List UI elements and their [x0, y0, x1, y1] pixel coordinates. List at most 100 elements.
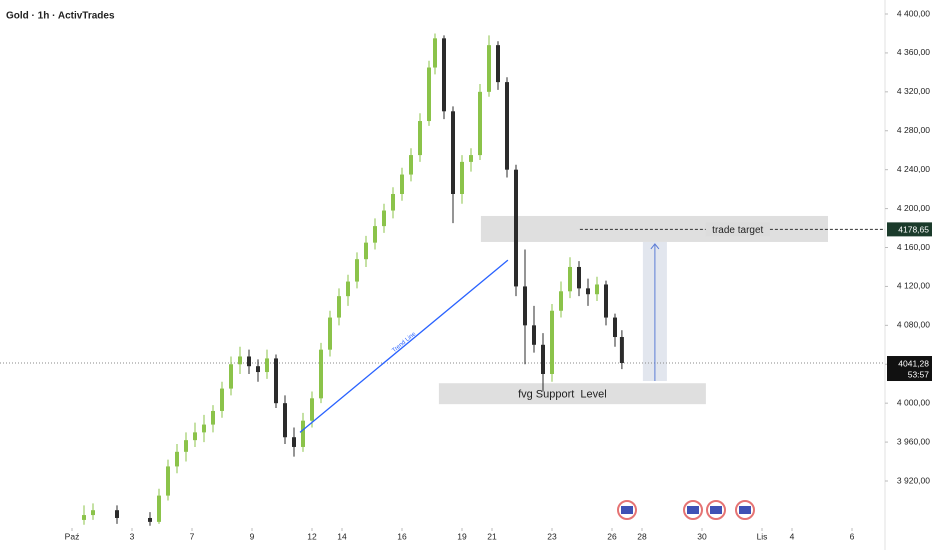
- x-tick-label: 9: [250, 531, 255, 541]
- target-price-tag: [887, 222, 932, 237]
- x-tick-label: 16: [397, 531, 407, 541]
- candle-body: [373, 226, 377, 243]
- support-label: fvg Support Level: [518, 389, 607, 401]
- candle-body: [310, 398, 314, 421]
- candle-body: [442, 38, 446, 112]
- candle-body: [619, 337, 624, 364]
- y-tick-label: 4 000,00: [897, 397, 930, 407]
- last-price: 4041,28: [898, 358, 929, 368]
- candle-body: [478, 91, 482, 156]
- x-tick-label: 23: [547, 531, 557, 541]
- candle-body: [346, 281, 350, 297]
- flag: [739, 506, 751, 514]
- candle-body: [229, 364, 233, 389]
- candle-body: [364, 242, 368, 260]
- candle-body: [433, 38, 437, 68]
- candle-body: [166, 466, 170, 496]
- candle-body: [193, 432, 197, 441]
- candle-body: [505, 82, 509, 170]
- chart-title: Gold · 1h · ActivTrades: [6, 11, 115, 22]
- candle-body: [451, 111, 455, 194]
- candle-body: [256, 366, 260, 373]
- target-label-bg: [705, 222, 770, 237]
- candle-body: [91, 510, 95, 516]
- y-tick-label: 4 280,00: [897, 125, 930, 135]
- candle-body: [391, 193, 395, 211]
- x-tick-label: 21: [487, 531, 497, 541]
- trend-line: [299, 259, 509, 433]
- candle-body: [175, 451, 179, 467]
- candle-body: [427, 67, 431, 122]
- candle-body: [496, 45, 500, 83]
- candle-body: [418, 121, 422, 156]
- candle-body: [613, 317, 617, 338]
- y-tick-label: 3 960,00: [897, 436, 930, 446]
- x-tick-label: 28: [637, 531, 647, 541]
- candle-body: [604, 284, 608, 318]
- candle-body: [148, 517, 152, 522]
- candle-body: [82, 515, 86, 520]
- arrow-head: [650, 243, 660, 250]
- candle-body: [532, 325, 536, 345]
- x-tick-label: Lis: [757, 531, 768, 541]
- support-zone: [438, 383, 706, 405]
- candle-body: [184, 440, 188, 452]
- x-tick-label: 3: [130, 531, 135, 541]
- candle-body: [469, 155, 473, 162]
- candle-body: [577, 266, 581, 289]
- candle-body: [157, 495, 161, 522]
- candle-body: [274, 358, 278, 404]
- candle-body: [265, 358, 269, 373]
- candle-body: [595, 284, 599, 295]
- candle-body: [400, 174, 404, 194]
- y-tick-label: 4 080,00: [897, 320, 930, 330]
- flag: [710, 506, 722, 514]
- candle-body: [541, 344, 545, 374]
- flag: [621, 506, 633, 514]
- x-tick-label: 19: [457, 531, 467, 541]
- candle-body: [523, 286, 527, 326]
- candle-body: [211, 410, 215, 425]
- candle-body: [586, 288, 590, 295]
- y-tick-label: 3 920,00: [897, 475, 930, 485]
- candle-body: [568, 266, 572, 292]
- last-price-tag: [887, 356, 932, 382]
- candle-body: [247, 356, 251, 367]
- candle-body: [283, 403, 287, 438]
- event-icons: [617, 500, 755, 520]
- y-tick-label: 4 200,00: [897, 203, 930, 213]
- x-tick-label: 14: [337, 531, 347, 541]
- candle-body: [328, 317, 332, 350]
- candle-body: [238, 356, 242, 365]
- x-tick-label: 4: [790, 531, 795, 541]
- candle-body: [292, 437, 296, 447]
- candle-body: [550, 310, 554, 374]
- candle-body: [355, 259, 359, 282]
- candle-body: [487, 45, 491, 92]
- y-tick-label: 4 240,00: [897, 164, 930, 174]
- countdown: 53:57: [908, 369, 930, 379]
- target-price: 4178,65: [898, 225, 929, 235]
- y-tick-label: 4 120,00: [897, 281, 930, 291]
- candle-body: [115, 510, 119, 518]
- y-tick-label: 4 320,00: [897, 86, 930, 96]
- x-tick-label: Paź: [65, 531, 80, 541]
- y-tick-label: 4 400,00: [897, 8, 930, 18]
- candle-body: [337, 296, 341, 318]
- candle-body: [220, 388, 224, 411]
- candle-body: [202, 424, 206, 433]
- y-tick-label: 4 360,00: [897, 47, 930, 57]
- x-tick-label: 30: [697, 531, 707, 541]
- x-tick-label: 26: [607, 531, 617, 541]
- y-tick-label: 4 160,00: [897, 242, 930, 252]
- x-tick-label: 7: [190, 531, 195, 541]
- candles: [82, 33, 624, 526]
- candle-body: [460, 161, 464, 194]
- x-tick-label: 6: [850, 531, 855, 541]
- candle-body: [319, 349, 323, 399]
- candle-body: [514, 169, 518, 287]
- flag: [687, 506, 699, 514]
- candle-body: [301, 420, 305, 447]
